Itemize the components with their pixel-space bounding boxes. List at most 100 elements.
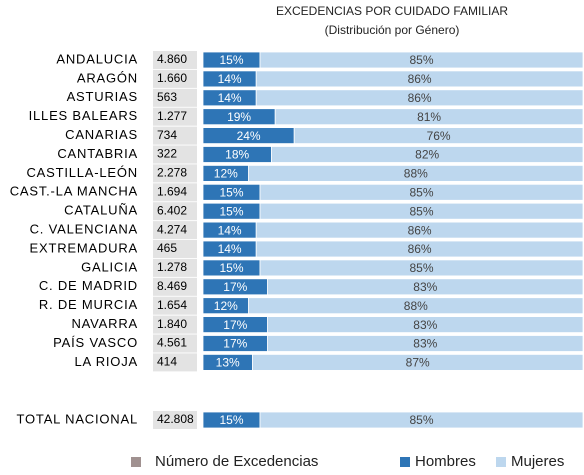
value-label: 85% (409, 53, 433, 67)
category-label: CANARIAS (65, 127, 138, 142)
value-label: 83% (413, 337, 437, 351)
value-label: 12% (214, 167, 238, 181)
count-label: 322 (157, 147, 177, 161)
bar-segment (248, 297, 584, 315)
category-label: CAST.-LA MANCHA (10, 184, 138, 199)
count-label: 4.860 (157, 52, 187, 66)
count-box (153, 126, 197, 145)
legend-swatch (496, 457, 506, 467)
legend-swatch (400, 457, 410, 467)
value-label: 12% (214, 299, 238, 313)
count-box (153, 183, 197, 202)
category-label: CATALUÑA (64, 203, 138, 218)
count-label: 6.402 (157, 203, 187, 217)
value-label: 87% (406, 356, 430, 370)
bar-segment (259, 202, 584, 220)
category-label: ANDALUCIA (56, 51, 138, 66)
count-label: 4.274 (157, 222, 187, 236)
value-label: 17% (223, 337, 247, 351)
count-label: 4.561 (157, 336, 187, 350)
value-label: 85% (409, 204, 433, 218)
bar-segment (248, 164, 584, 182)
value-label: 14% (218, 72, 242, 86)
category-label: ARAGÓN (77, 70, 138, 85)
count-label: 1.654 (157, 298, 187, 312)
count-box (153, 145, 197, 164)
value-label: 14% (218, 242, 242, 256)
category-label: ILLES BALEARS (29, 108, 138, 123)
count-label: 1.277 (157, 109, 187, 123)
value-label: 15% (219, 204, 243, 218)
count-label: 8.469 (157, 279, 187, 293)
value-label: 85% (409, 261, 433, 275)
value-label: 81% (417, 110, 441, 124)
bar-segment (259, 259, 584, 277)
category-label: PAÍS VASCO (53, 335, 138, 350)
bar-segment (259, 411, 584, 429)
count-label: 734 (157, 128, 177, 142)
value-label: 85% (409, 413, 433, 427)
value-label: 13% (216, 356, 240, 370)
category-label: GALICIA (81, 259, 138, 274)
count-label: 1.660 (157, 71, 187, 85)
legend-label: Mujeres (511, 453, 564, 470)
count-box (153, 221, 197, 240)
count-box (153, 315, 197, 334)
bar-segment (255, 70, 584, 88)
count-box (153, 107, 197, 126)
value-label: 88% (404, 167, 428, 181)
count-label: 1.840 (157, 317, 187, 331)
category-label: EXTREMADURA (30, 240, 138, 255)
count-label: 2.278 (157, 166, 187, 180)
category-label: C. DE MADRID (39, 278, 138, 293)
chart-subtitle: (Distribución por Género) (325, 23, 460, 37)
value-label: 14% (218, 223, 242, 237)
count-box (153, 69, 197, 88)
value-label: 19% (227, 110, 251, 124)
value-label: 86% (408, 91, 432, 105)
value-label: 14% (218, 91, 242, 105)
bar-segment (255, 240, 584, 258)
category-label: R. DE MURCIA (39, 297, 138, 312)
value-label: 86% (408, 223, 432, 237)
value-label: 85% (409, 185, 433, 199)
value-label: 15% (219, 53, 243, 67)
count-label: 1.278 (157, 260, 187, 274)
count-box (153, 258, 197, 277)
value-label: 88% (404, 299, 428, 313)
bar-segment (267, 278, 584, 296)
count-label: 465 (157, 241, 177, 255)
value-label: 83% (413, 280, 437, 294)
bar-segment (259, 183, 584, 201)
category-label: LA RIOJA (75, 354, 138, 369)
value-label: 17% (223, 318, 247, 332)
count-box (153, 88, 197, 107)
count-label: 42.808 (157, 412, 194, 426)
value-label: 86% (408, 72, 432, 86)
value-label: 15% (219, 185, 243, 199)
count-label: 1.694 (157, 184, 187, 198)
value-label: 83% (413, 318, 437, 332)
bar-segment (293, 127, 584, 144)
bar-segment (251, 353, 584, 371)
category-label: CASTILLA-LEÓN (26, 165, 138, 180)
value-label: 17% (223, 280, 247, 294)
bar-segment (267, 335, 584, 352)
value-label: 76% (427, 129, 451, 143)
count-label: 563 (157, 90, 177, 104)
bar-segment (255, 89, 584, 107)
category-label: CANTABRIA (57, 146, 138, 161)
bar-segment (267, 316, 584, 334)
count-box (153, 164, 197, 183)
value-label: 18% (225, 148, 249, 162)
legend-label: Número de Excedencias (155, 453, 318, 470)
value-label: 15% (219, 413, 243, 427)
chart-title: EXCEDENCIAS POR CUIDADO FAMILIAR (276, 4, 508, 18)
count-box (153, 202, 197, 221)
legend-swatch (131, 457, 141, 467)
category-label: ASTURIAS (67, 89, 138, 104)
count-box (153, 51, 197, 69)
count-box (153, 277, 197, 296)
category-label: NAVARRA (71, 316, 138, 331)
